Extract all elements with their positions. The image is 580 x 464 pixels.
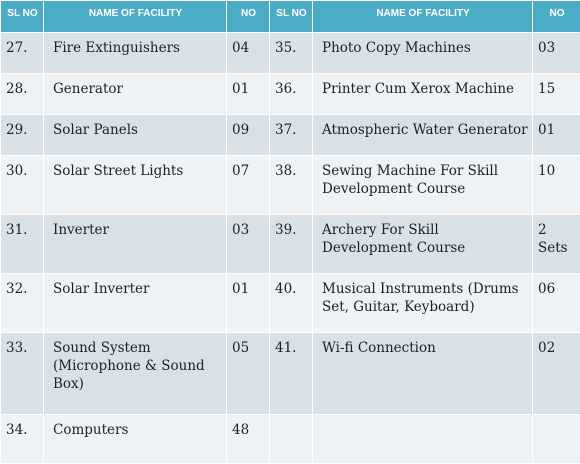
sl-no-cell: 41.	[269, 332, 313, 415]
sl-no-cell: 37.	[269, 114, 313, 156]
sl-no-cell: 30.	[0, 155, 44, 215]
sl-no-cell: 40.	[269, 273, 313, 333]
count-cell: 01	[226, 73, 270, 115]
facility-cell: Solar Panels	[43, 114, 227, 156]
facility-cell: Fire Extinguishers	[43, 32, 227, 74]
header-facility-right: NAME OF FACILITY	[312, 0, 533, 33]
header-facility-left: NAME OF FACILITY	[43, 0, 227, 33]
count-cell: 02	[532, 332, 580, 415]
header-sl-no-left: SL NO	[0, 0, 44, 33]
table-row: 34. Computers 48	[0, 414, 580, 464]
facility-cell: Solar Street Lights	[43, 155, 227, 215]
sl-no-cell	[269, 414, 313, 464]
count-cell: 01	[226, 273, 270, 333]
count-cell: 15	[532, 73, 580, 115]
table-row: 31. Inverter 03 39. Archery For Skill De…	[0, 214, 580, 274]
sl-no-cell: 27.	[0, 32, 44, 74]
facility-cell: Sewing Machine For Skill Development Cou…	[312, 155, 533, 215]
count-cell: 10	[532, 155, 580, 215]
sl-no-cell: 36.	[269, 73, 313, 115]
table-row: 27. Fire Extinguishers 04 35. Photo Copy…	[0, 32, 580, 74]
sl-no-cell: 33.	[0, 332, 44, 415]
count-cell: 06	[532, 273, 580, 333]
count-cell: 03	[226, 214, 270, 274]
table-row: 28. Generator 01 36. Printer Cum Xerox M…	[0, 73, 580, 115]
count-cell	[532, 414, 580, 464]
header-no-left: NO	[226, 0, 270, 33]
facility-cell: Inverter	[43, 214, 227, 274]
facility-cell	[312, 414, 533, 464]
count-cell: 03	[532, 32, 580, 74]
sl-no-cell: 28.	[0, 73, 44, 115]
facility-cell: Sound System (Microphone & Sound Box)	[43, 332, 227, 415]
facility-cell: Generator	[43, 73, 227, 115]
facility-cell: Archery For Skill Development Course	[312, 214, 533, 274]
facility-cell: Computers	[43, 414, 227, 464]
facility-cell: Photo Copy Machines	[312, 32, 533, 74]
header-row: SL NO NAME OF FACILITY NO SL NO NAME OF …	[0, 0, 580, 33]
facility-cell: Solar Inverter	[43, 273, 227, 333]
sl-no-cell: 38.	[269, 155, 313, 215]
sl-no-cell: 39.	[269, 214, 313, 274]
count-cell: 09	[226, 114, 270, 156]
sl-no-cell: 35.	[269, 32, 313, 74]
count-cell: 05	[226, 332, 270, 415]
facility-cell: Atmospheric Water Generator	[312, 114, 533, 156]
count-cell: 48	[226, 414, 270, 464]
sl-no-cell: 31.	[0, 214, 44, 274]
header-no-right: NO	[532, 0, 580, 33]
table-row: 32. Solar Inverter 01 40. Musical Instru…	[0, 273, 580, 333]
count-cell: 07	[226, 155, 270, 215]
facility-cell: Printer Cum Xerox Machine	[312, 73, 533, 115]
sl-no-cell: 29.	[0, 114, 44, 156]
count-cell: 2 Sets	[532, 214, 580, 274]
facility-cell: Wi-fi Connection	[312, 332, 533, 415]
sl-no-cell: 34.	[0, 414, 44, 464]
table-row: 33. Sound System (Microphone & Sound Box…	[0, 332, 580, 415]
table-row: 29. Solar Panels 09 37. Atmospheric Wate…	[0, 114, 580, 156]
table-row: 30. Solar Street Lights 07 38. Sewing Ma…	[0, 155, 580, 215]
count-cell: 01	[532, 114, 580, 156]
sl-no-cell: 32.	[0, 273, 44, 333]
facility-cell: Musical Instruments (Drums Set, Guitar, …	[312, 273, 533, 333]
count-cell: 04	[226, 32, 270, 74]
header-sl-no-right: SL NO	[269, 0, 313, 33]
